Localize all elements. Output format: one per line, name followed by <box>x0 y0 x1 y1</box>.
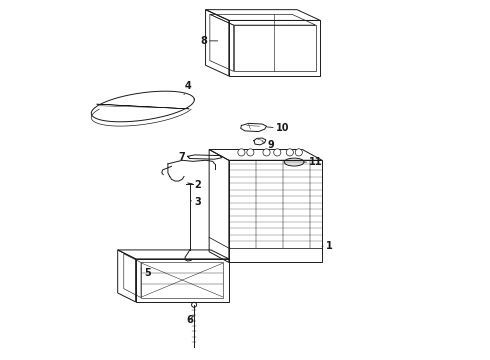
Circle shape <box>263 149 270 156</box>
Circle shape <box>247 149 254 156</box>
Text: 6: 6 <box>186 315 194 325</box>
Text: 9: 9 <box>262 140 274 150</box>
Text: 4: 4 <box>184 81 192 95</box>
Text: 5: 5 <box>141 268 151 278</box>
Text: 7: 7 <box>179 152 190 162</box>
Text: 11: 11 <box>304 157 323 167</box>
Text: 8: 8 <box>200 36 218 46</box>
Circle shape <box>238 149 245 156</box>
Text: 2: 2 <box>188 180 201 190</box>
Circle shape <box>286 149 294 156</box>
Text: 10: 10 <box>267 123 290 133</box>
Circle shape <box>274 149 281 156</box>
Circle shape <box>295 149 302 156</box>
Text: 3: 3 <box>191 197 201 207</box>
Text: 1: 1 <box>322 241 333 251</box>
